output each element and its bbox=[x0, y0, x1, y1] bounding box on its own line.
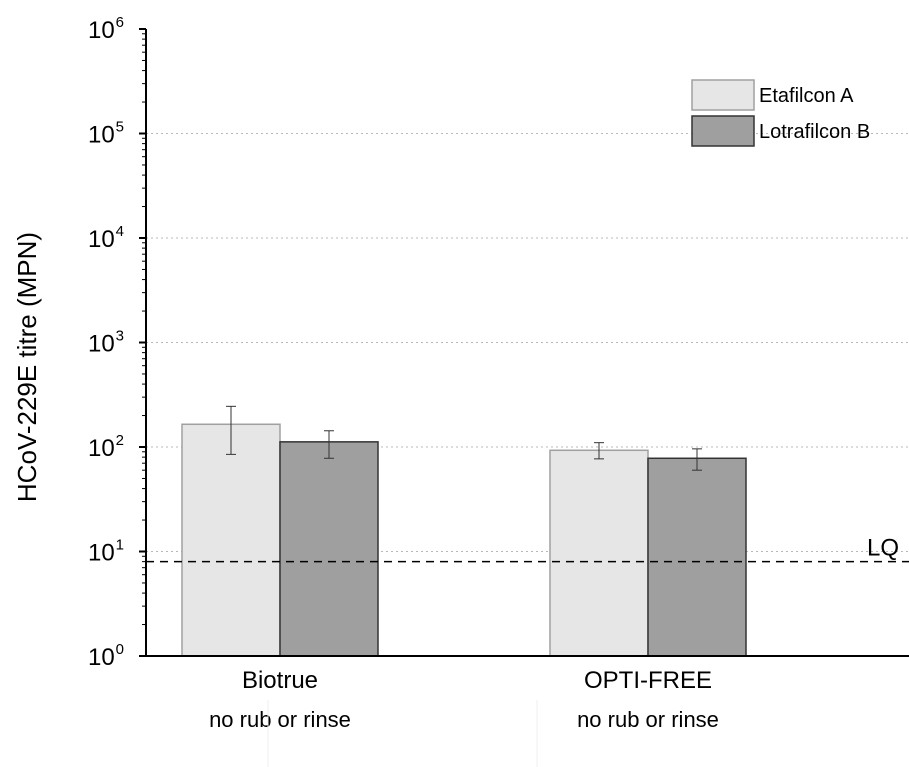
legend-label: Etafilcon A bbox=[759, 85, 854, 107]
legend-swatch bbox=[691, 115, 755, 147]
legend: Etafilcon A Lotrafilcon B bbox=[691, 79, 870, 147]
bar-etafilcon-a bbox=[181, 423, 281, 657]
error-bars-group bbox=[226, 405, 702, 471]
lq-reference-line-group: LQ bbox=[146, 535, 909, 563]
x-category-label: OPTI-FREE bbox=[584, 667, 712, 694]
bar-lotrafilcon-b bbox=[647, 457, 747, 657]
x-axis-labels: Biotrue no rub or rinse OPTI-FREE no rub or… bbox=[209, 667, 719, 732]
x-category-sublabel: no rub or rinse bbox=[577, 707, 719, 732]
y-tick-label: 105 bbox=[88, 119, 124, 149]
y-tick-label: 103 bbox=[88, 328, 124, 358]
grid-lines bbox=[146, 133, 909, 552]
bars-group bbox=[181, 423, 747, 657]
x-category-label: Biotrue bbox=[242, 667, 318, 694]
y-tick-label: 104 bbox=[88, 223, 124, 253]
lq-label: LQ bbox=[867, 535, 899, 562]
legend-label: Lotrafilcon B bbox=[759, 121, 870, 143]
y-axis-title: HCoV-229E titre (MPN) bbox=[12, 232, 42, 502]
y-tick-label: 102 bbox=[88, 432, 124, 462]
y-tick-label: 106 bbox=[88, 14, 124, 44]
y-axis-ticks: 100 101 102 103 104 105 106 bbox=[88, 14, 146, 671]
bar-lotrafilcon-b bbox=[279, 441, 379, 657]
x-category-sublabel: no rub or rinse bbox=[209, 707, 351, 732]
y-tick-label: 100 bbox=[88, 641, 124, 671]
legend-swatch bbox=[691, 79, 755, 111]
y-tick-label: 101 bbox=[88, 537, 124, 567]
bar-etafilcon-a bbox=[549, 449, 649, 657]
